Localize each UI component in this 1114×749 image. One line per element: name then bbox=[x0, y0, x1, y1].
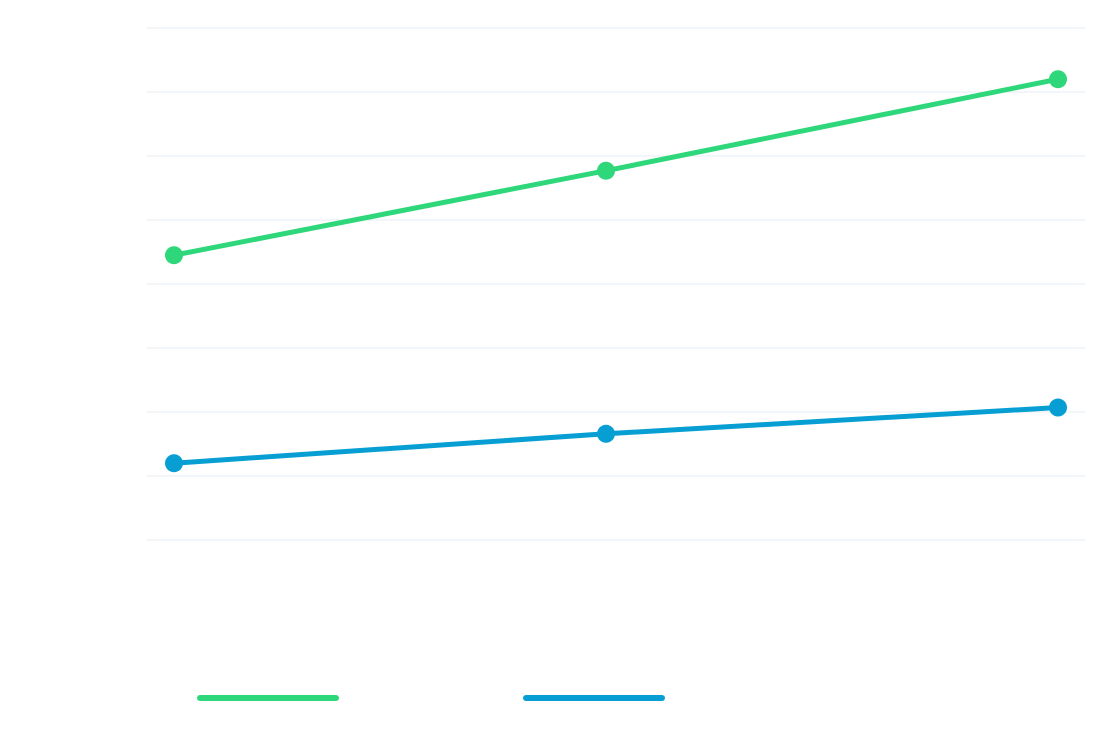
data-point-0-2[interactable] bbox=[1049, 70, 1067, 89]
data-point-0-1[interactable] bbox=[597, 161, 615, 180]
data-point-0-0[interactable] bbox=[165, 246, 183, 265]
data-point-1-0[interactable] bbox=[165, 454, 183, 473]
data-point-1-2[interactable] bbox=[1049, 398, 1067, 417]
series-layer bbox=[165, 70, 1067, 473]
grid-layer bbox=[147, 27, 1086, 541]
series-0 bbox=[165, 70, 1067, 265]
data-point-1-1[interactable] bbox=[597, 424, 615, 443]
series-1 bbox=[165, 398, 1067, 473]
series-line-1 bbox=[171, 405, 1061, 466]
series-line-0 bbox=[171, 76, 1061, 258]
